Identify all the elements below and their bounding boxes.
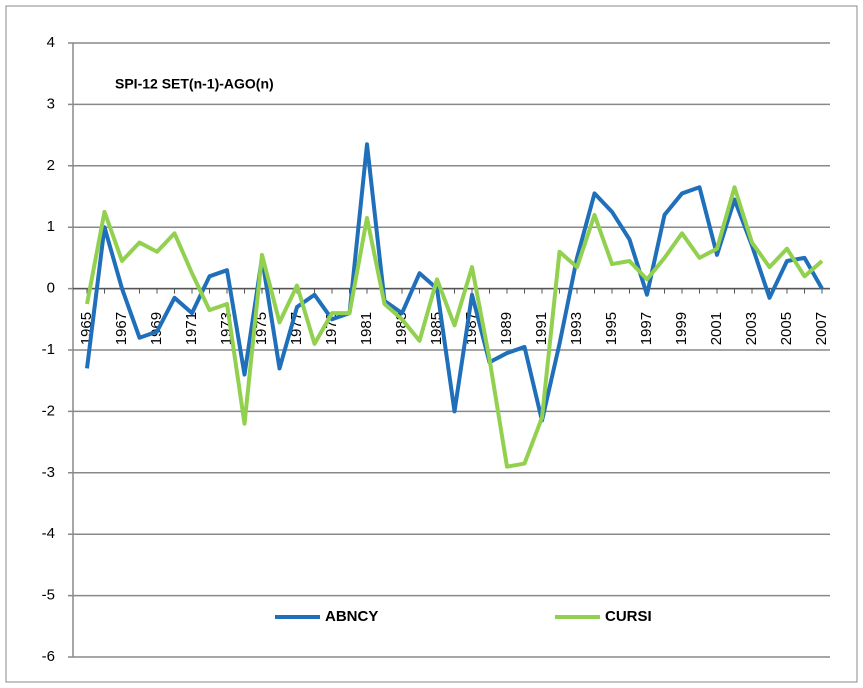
x-tick-label: 1989 <box>498 312 515 345</box>
x-tick-label: 1981 <box>358 312 375 345</box>
x-tick-label: 1967 <box>113 312 130 345</box>
x-tick-label: 2003 <box>743 312 760 345</box>
y-tick-label: -5 <box>42 587 55 604</box>
y-tick-label: -3 <box>42 464 55 481</box>
y-tick-label: -2 <box>42 402 55 419</box>
x-tick-label: 2007 <box>813 312 830 345</box>
x-tick-label: 2001 <box>708 312 725 345</box>
y-tick-label: -4 <box>42 525 55 542</box>
y-tick-label: 0 <box>47 280 55 297</box>
legend-label: CURSI <box>605 608 652 625</box>
x-tick-label: 1997 <box>638 312 655 345</box>
y-tick-label: -6 <box>42 648 55 665</box>
chart-border <box>5 5 858 683</box>
x-tick-label: 1993 <box>568 312 585 345</box>
x-tick-label: 1971 <box>183 312 200 345</box>
series-line <box>85 185 824 469</box>
x-tick-label: 2005 <box>778 312 795 345</box>
y-tick-label: -1 <box>42 341 55 358</box>
series-line <box>85 142 824 423</box>
x-tick-label: 1983 <box>393 312 410 345</box>
x-tick-label: 1995 <box>603 312 620 345</box>
x-tick-label: 1999 <box>673 312 690 345</box>
x-tick-label: 1991 <box>533 312 550 345</box>
y-tick-label: 3 <box>47 95 55 112</box>
legend-label: ABNCY <box>325 608 378 625</box>
y-tick-label: 4 <box>47 34 55 51</box>
y-tick-label: 2 <box>47 157 55 174</box>
y-tick-label: 1 <box>47 218 55 235</box>
chart-title: SPI-12 SET(n-1)-AGO(n) <box>115 76 274 92</box>
